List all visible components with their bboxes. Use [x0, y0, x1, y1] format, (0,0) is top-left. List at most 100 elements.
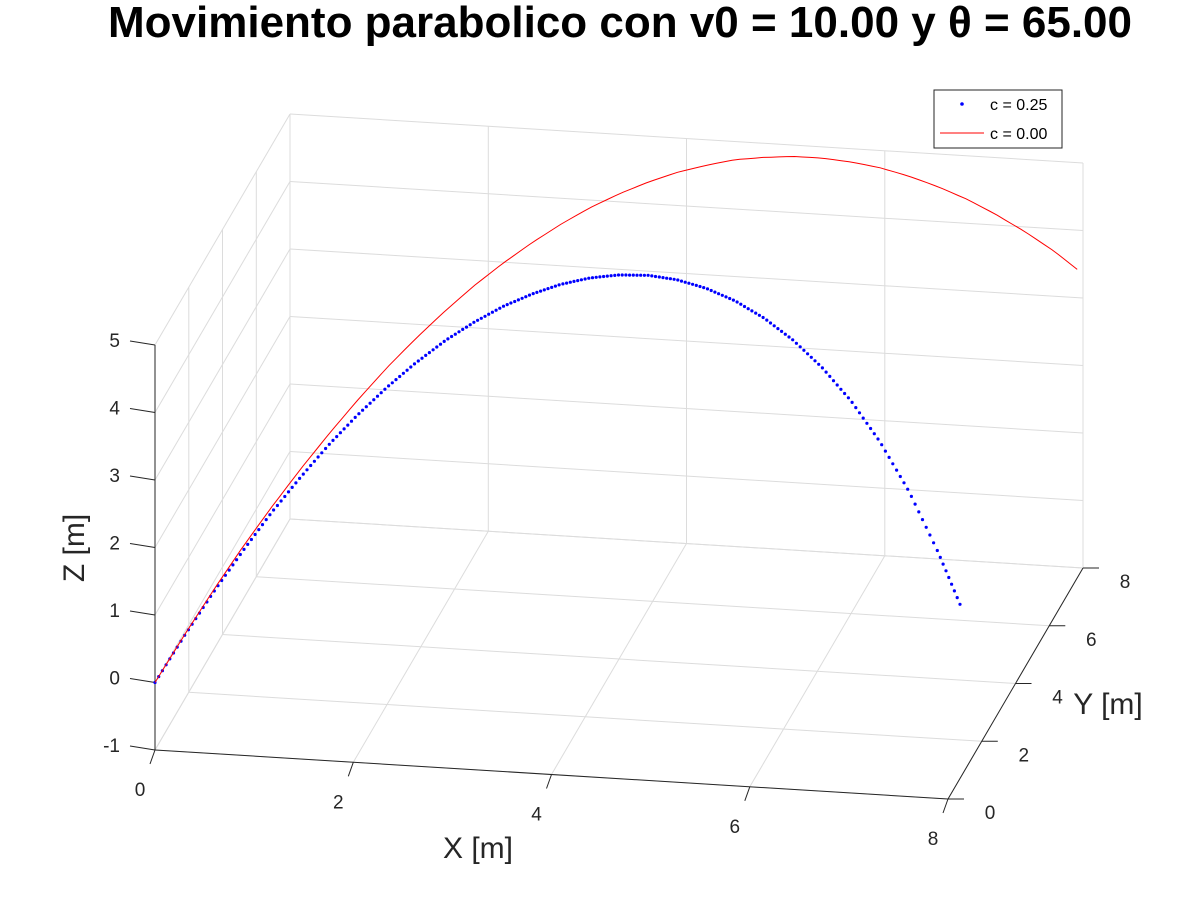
data-point: [605, 274, 609, 278]
x-tick-mark: [744, 786, 751, 801]
data-point: [754, 311, 758, 315]
data-point: [338, 431, 342, 435]
data-point: [761, 315, 765, 320]
data-point: [349, 419, 354, 423]
data-point: [791, 338, 795, 342]
grid-line: [154, 316, 291, 548]
y-tick-label: 2: [1019, 745, 1030, 766]
data-point: [342, 427, 346, 431]
data-point: [746, 307, 750, 311]
data-point: [331, 438, 335, 442]
data-point: [416, 359, 420, 363]
z-tick-label: 2: [109, 534, 120, 555]
z-tick-mark: [129, 408, 156, 413]
data-point: [524, 295, 528, 299]
data-point: [235, 558, 239, 562]
data-point: [854, 406, 858, 410]
data-point: [639, 273, 643, 277]
data-point: [839, 387, 843, 391]
data-point: [335, 435, 339, 439]
data-point: [461, 327, 465, 331]
grid-line: [289, 451, 1084, 501]
data-point: [824, 370, 828, 374]
data-point: [479, 316, 483, 320]
data-point: [820, 366, 825, 370]
data-point: [952, 589, 957, 593]
data-point: [661, 276, 665, 280]
grid-lines: [154, 113, 1084, 800]
data-point: [872, 432, 876, 436]
data-point: [843, 391, 847, 396]
data-point: [490, 310, 494, 314]
z-tick-mark: [129, 678, 156, 683]
data-point: [768, 321, 773, 325]
x-axis-label: X [m]: [443, 832, 513, 865]
data-point: [565, 281, 569, 285]
data-point: [938, 555, 942, 560]
data-point: [947, 575, 951, 580]
data-point: [720, 293, 724, 297]
data-point: [494, 308, 498, 312]
z-tick-mark: [129, 543, 156, 548]
data-point: [579, 278, 584, 282]
data-point: [909, 494, 914, 498]
data-point: [401, 371, 405, 375]
data-point: [572, 279, 576, 283]
y-tick-label: 0: [985, 803, 996, 824]
x-tick-mark: [347, 762, 354, 777]
z-axis-label: Z [m]: [58, 514, 91, 582]
data-point: [631, 273, 635, 277]
data-point: [583, 277, 587, 281]
data-point: [283, 494, 287, 499]
data-point: [657, 275, 661, 279]
data-point: [676, 278, 680, 282]
data-point: [813, 359, 817, 363]
legend-label-c025: c = 0.25: [990, 97, 1047, 114]
data-point: [453, 332, 457, 336]
data-point: [642, 273, 647, 277]
data-point: [850, 400, 854, 404]
data-point: [950, 582, 954, 586]
data-point: [246, 542, 250, 547]
data-series: [153, 155, 1078, 685]
data-point: [468, 323, 472, 327]
data-point: [472, 320, 476, 324]
data-point: [242, 547, 246, 552]
axes: [129, 340, 1099, 814]
data-point: [561, 282, 565, 286]
series-points-c025: [153, 273, 962, 685]
data-point: [802, 348, 806, 352]
data-point: [435, 345, 439, 349]
x-tick-label: 2: [333, 792, 344, 813]
data-point: [835, 383, 839, 387]
data-point: [828, 374, 832, 378]
data-point: [457, 330, 461, 334]
grid-line: [289, 113, 1084, 164]
data-point: [887, 455, 891, 459]
grid-line: [154, 383, 291, 616]
z-tick-label: 4: [109, 399, 120, 420]
data-point: [539, 289, 543, 293]
data-point: [691, 282, 695, 286]
y-axis-label: Y [m]: [1073, 688, 1142, 721]
data-point: [898, 474, 902, 479]
data-point: [361, 408, 365, 412]
data-point: [372, 398, 376, 402]
data-point: [431, 348, 435, 352]
data-point: [932, 541, 936, 545]
y-tick-label: 4: [1052, 688, 1063, 709]
data-point: [546, 287, 550, 291]
data-point: [616, 273, 621, 277]
data-point: [398, 374, 402, 379]
data-point: [776, 327, 780, 331]
data-point: [253, 532, 257, 537]
grid-line: [154, 181, 291, 413]
data-point: [368, 401, 372, 405]
data-point: [817, 362, 821, 366]
data-point: [724, 295, 728, 299]
x-tick-mark: [546, 774, 552, 789]
data-point: [353, 415, 357, 419]
data-point: [876, 437, 880, 441]
data-point: [446, 337, 450, 341]
